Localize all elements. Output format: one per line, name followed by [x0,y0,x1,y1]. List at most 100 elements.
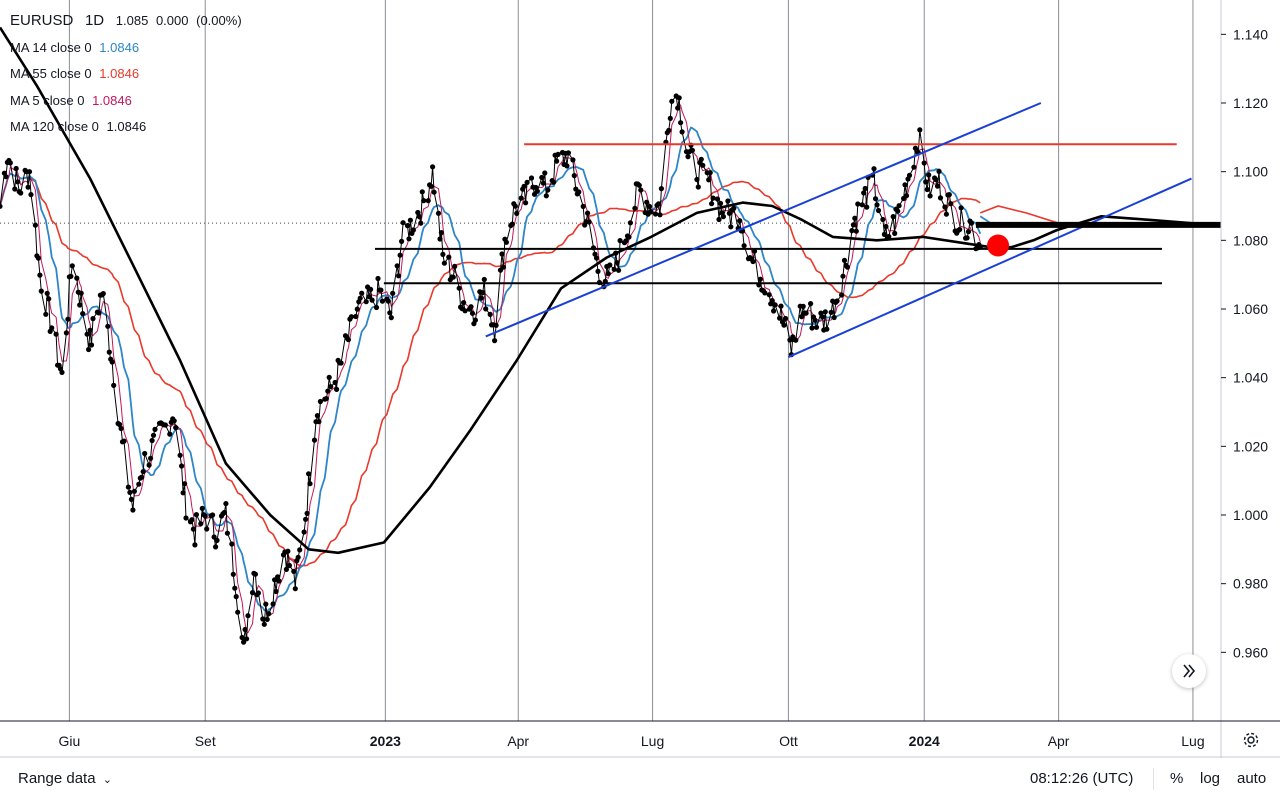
price-point [933,177,939,183]
price-point [304,510,310,516]
price-point [924,186,930,193]
price-point [295,554,301,560]
price-point [252,571,258,577]
price-point [518,195,524,201]
price-point [415,209,421,216]
price-point [148,455,154,461]
price-point [714,196,721,202]
price-point [204,526,210,532]
date-range-button[interactable]: Range data ⌄ [18,770,112,787]
price-point [25,184,31,190]
price-point [545,187,551,193]
price-point [911,164,917,170]
price-point [678,120,684,126]
price-point [78,290,84,296]
price-point [523,200,529,206]
price-point [291,568,297,575]
price-point [111,382,117,388]
price-point [706,177,712,183]
legend-ma55[interactable]: MA 55 close 0 1.0846 [10,61,242,88]
price-point [379,298,385,304]
price-point [585,210,591,216]
price-point [425,198,431,204]
price-point [824,326,830,332]
utc-clock[interactable]: 08:12:26 (UTC) [1030,770,1134,787]
price-point [469,310,476,316]
price-point [306,471,312,477]
price-point [666,127,672,133]
plot-area [0,26,1221,645]
price-point [325,388,331,394]
ma120-line [0,26,1192,555]
price-point [717,200,724,206]
x-tick-label: 2023 [370,733,401,749]
x-tick-label: Apr [1048,733,1070,749]
price-point [353,313,359,320]
price-point [493,322,499,328]
toolbar-divider [1153,768,1154,790]
price-point [0,203,3,209]
price-point [44,290,50,296]
price-point [373,304,380,311]
price-point [644,199,650,205]
price-point [728,224,734,230]
price-point [326,374,332,380]
price-point [669,98,675,104]
price-point [368,286,374,292]
price-point [480,290,486,296]
price-point [461,300,467,306]
price-point [437,236,443,242]
price-point [741,243,747,249]
price-point [416,214,422,220]
price-point [534,188,541,194]
price-point [667,115,673,121]
symbol-name[interactable]: EURUSD [10,12,74,29]
price-point [338,360,344,366]
price-point [68,273,74,279]
price-point [435,210,442,216]
price-point [942,204,948,210]
price-chart[interactable]: 0.960 0.980 1.000 1.020 1.040 1.060 1.080 1.100… [0,0,1280,758]
auto-scale-toggle[interactable]: auto [1237,770,1267,787]
y-tick-label: 0.960 [1233,644,1268,660]
price-point [59,369,65,375]
price-point [183,515,189,521]
log-scale-toggle[interactable]: log [1200,770,1221,787]
price-point [499,251,505,257]
price-point [292,586,298,592]
interval-label[interactable]: 1D [84,12,105,29]
percent-scale-toggle[interactable]: % [1170,770,1184,787]
price-point [192,542,198,548]
scroll-to-realtime-button[interactable] [1172,654,1206,688]
chart-settings-button[interactable] [1240,729,1262,751]
legend-ma5[interactable]: MA 5 close 0 1.0846 [10,88,242,115]
legend-ma14[interactable]: MA 14 close 0 1.0846 [10,35,242,62]
price-point [456,285,462,291]
price-point [750,258,756,265]
price-point [193,511,199,518]
legend-ma120[interactable]: MA 120 close 0 1.0846 [10,114,242,141]
price-point [345,337,351,343]
price-point [182,481,188,487]
price-point [895,208,901,214]
price-point [500,264,507,270]
price-point [539,174,545,181]
price-point [554,158,560,164]
price-point [3,174,9,180]
price-point [190,526,196,532]
price-point [410,227,416,233]
price-point [199,505,205,511]
price-point [709,201,715,207]
price-point [647,203,653,210]
price-point [213,544,219,550]
price-point [421,198,427,204]
price-point [725,198,731,204]
price-point [283,566,289,573]
legend-symbol-row[interactable]: EURUSD 1D 1.085 0.000 (0.00%) [10,8,242,35]
y-tick-label: 1.100 [1233,164,1268,180]
price-point [917,127,923,133]
price-point [855,201,861,207]
ma55-extension [980,205,1059,224]
price-point [772,302,778,308]
price-point [707,170,713,176]
